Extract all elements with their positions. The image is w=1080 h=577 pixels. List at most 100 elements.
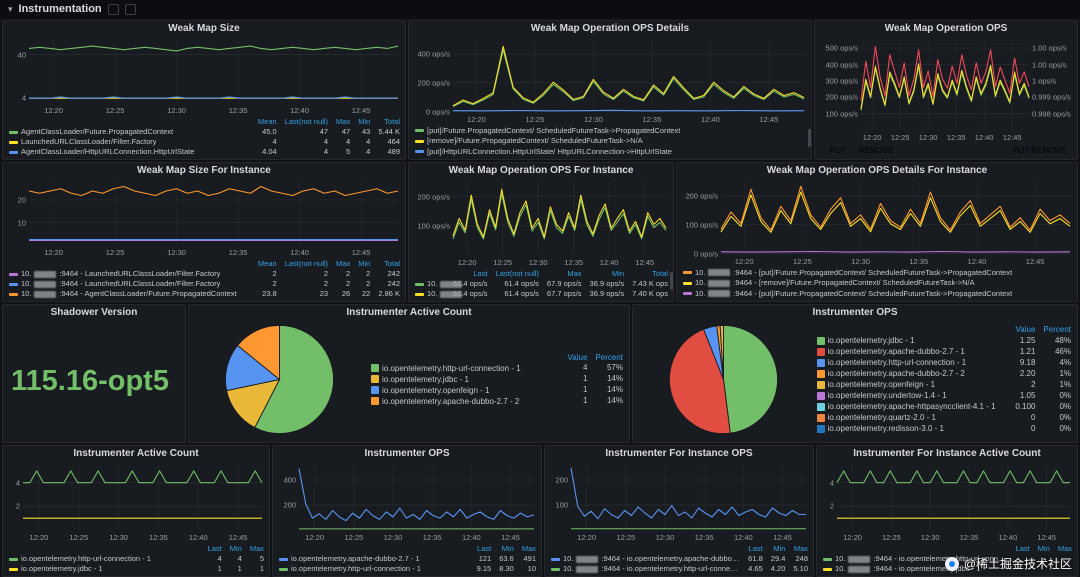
legend-item[interactable]: io.opentelemetry.http-url-connection - 1 <box>816 357 1008 368</box>
legend-item[interactable]: LaunchedURLClassLoader/Filter.Factory <box>9 137 250 147</box>
legend-column-header[interactable]: Min <box>612 269 625 278</box>
legend-item[interactable]: io.opentelemetry.openfeign - 1 <box>371 385 560 396</box>
legend-column-header[interactable]: Last(not null) <box>284 117 329 126</box>
legend-column-header[interactable]: Last <box>748 544 763 553</box>
legend-label: io.opentelemetry.apache-dubbo-2.7 - 2 <box>382 396 520 406</box>
legend-column-header[interactable]: Last <box>207 544 222 553</box>
panel-title[interactable]: Instrumenter OPS <box>812 307 898 318</box>
legend-item[interactable]: [put]/HttpURLConnection.HttpUrlState/ Ht… <box>415 147 806 158</box>
panel-title[interactable]: Weak Map Operation OPS Details <box>530 23 690 34</box>
legend-column-header[interactable]: Max <box>793 544 808 553</box>
axis-tick-label: 200 ops/s <box>417 192 450 202</box>
legend-label: io.opentelemetry.http-url-connection - 1 <box>827 358 967 367</box>
pie-slice[interactable] <box>669 328 732 435</box>
legend-item[interactable]: io.opentelemetry.http-url-connection - 1 <box>371 363 560 374</box>
chevron-down-icon[interactable]: ▾ <box>8 3 13 14</box>
legend-column-header[interactable]: Max <box>521 544 536 553</box>
panel-title[interactable]: Weak Map Operation OPS For Instance <box>448 165 634 176</box>
axis-tick-label: 400 <box>283 475 296 485</box>
legend-column-header[interactable]: Value <box>1015 325 1036 334</box>
pie-slice[interactable] <box>723 324 779 434</box>
legend-column-header[interactable]: Last <box>477 544 492 553</box>
legend-item[interactable]: 10.:9464 - LaunchedURLClassLoader/Filter… <box>9 279 250 289</box>
panel-title[interactable]: Instrumenter Active Count <box>346 307 472 318</box>
axis-tick-label: 12:40 <box>701 114 720 124</box>
legend-column-header[interactable]: Percent <box>1043 325 1071 334</box>
legend-item[interactable]: io.opentelemetry.jdbc - 1 <box>371 374 560 385</box>
legend-item[interactable]: [remove]/Future.PropagatedContext/ Sched… <box>415 136 806 147</box>
legend-item[interactable]: io.opentelemetry.quartz-2.0 - 1 <box>816 412 1008 423</box>
legend-item[interactable]: 10.:9464 put <box>415 279 463 289</box>
legend-item[interactable]: io.opentelemetry.apache-dubbo-2.7 - 2 <box>816 368 1008 379</box>
legend-column-header[interactable]: Mean <box>257 259 277 268</box>
panel-title[interactable]: Instrumenter Active Count <box>73 448 199 459</box>
legend-item[interactable]: io.opentelemetry.apache-httpasyncclient-… <box>816 401 1008 412</box>
pie-slice[interactable] <box>253 324 334 434</box>
legend-item[interactable]: 10.:9464 - io.opentelemetry.apache-dubbo… <box>551 554 740 564</box>
legend-column-header[interactable]: Min <box>358 259 371 268</box>
legend-item[interactable]: PUT <box>827 146 846 155</box>
grid-icon[interactable] <box>124 3 136 15</box>
legend-item[interactable]: io.opentelemetry.jdbc - 1 <box>816 335 1008 346</box>
legend-item[interactable]: [put]/Future.PropagatedContext/ Schedule… <box>415 126 806 137</box>
panel-title[interactable]: Weak Map Size <box>168 23 240 34</box>
row-title[interactable]: Instrumentation <box>18 3 102 15</box>
legend-column-header[interactable]: Mean <box>257 117 277 126</box>
legend-scrollbar[interactable] <box>808 128 811 147</box>
legend-column-header[interactable]: Max <box>1057 544 1072 553</box>
legend-column-header[interactable]: Min <box>358 117 371 126</box>
legend-column-header[interactable]: Max <box>336 117 351 126</box>
panel-title[interactable]: Shadower Version <box>50 307 138 318</box>
legend-item[interactable]: 10.:9464 - io.opentelemetry.http-url-con… <box>551 564 740 574</box>
panel-title[interactable]: Instrumenter OPS <box>364 448 450 459</box>
legend-item[interactable]: AgentClassLoader/HttpURLConnection.HttpU… <box>9 147 250 157</box>
legend-item[interactable]: io.opentelemetry.http-url-connection - 1 <box>279 564 469 574</box>
legend-column-header[interactable]: Value <box>567 352 588 362</box>
legend-column-header[interactable]: Min <box>501 544 514 553</box>
legend-item[interactable]: io.opentelemetry.apache-dubbo-2.7 - 2 <box>371 396 560 407</box>
legend-item[interactable]: io.opentelemetry.apache-dubbo-2.7 - 1 <box>279 554 469 564</box>
legend-item[interactable]: io.opentelemetry.http-url-connection - 1 <box>9 554 200 564</box>
legend-item[interactable]: 10.:9464 - [put]/Future.PropagatedContex… <box>683 268 1072 279</box>
legend-item[interactable]: io.opentelemetry.apache-dubbo-2.7 - 1 <box>816 346 1008 357</box>
legend-column-header[interactable]: Min <box>773 544 786 553</box>
legend-item[interactable]: 10.:9464 - AgentClassLoader/Future.Propa… <box>9 289 250 299</box>
legend-item[interactable]: 10.:9464 - [remove]/Future.PropagatedCon… <box>683 278 1072 289</box>
legend-item[interactable]: io.opentelemetry.openfeign - 1 <box>816 379 1008 390</box>
eye-icon[interactable] <box>107 3 119 15</box>
legend-column-header[interactable]: Last(not null) <box>495 269 539 278</box>
legend-column-header[interactable]: Min <box>229 544 242 553</box>
legend-scrollbar[interactable] <box>670 272 673 290</box>
panel-title[interactable]: Weak Map Size For Instance <box>137 165 271 176</box>
panel-title[interactable]: Weak Map Operation OPS <box>884 23 1008 34</box>
legend-column-header[interactable]: Last(not null) <box>284 259 329 268</box>
panel-title[interactable]: Weak Map Operation OPS Details For Insta… <box>766 165 988 176</box>
legend-item[interactable]: io.opentelemetry.jdbc - 1 <box>9 564 200 574</box>
pie-slice[interactable] <box>719 324 725 380</box>
legend-column-header[interactable]: Max <box>249 544 264 553</box>
legend-column-header[interactable]: Max <box>336 259 351 268</box>
panel-title[interactable]: Instrumenter For Instance Active Count <box>853 448 1041 459</box>
legend-item[interactable]: 10.:9464 remove <box>415 289 463 299</box>
pie-slice[interactable] <box>236 324 280 381</box>
series-color-icon <box>683 292 692 296</box>
legend-column-header[interactable]: Last <box>473 269 488 278</box>
legend-item[interactable]: 10.:9464 - io.opentelemetry.http-url-con… <box>823 554 1008 564</box>
legend-item[interactable]: io.opentelemetry.undertow-1.4 - 1 <box>816 390 1008 401</box>
legend-column-header[interactable]: Max <box>567 269 582 278</box>
legend-item[interactable]: 10.:9464 - LaunchedURLClassLoader/Filter… <box>9 269 250 279</box>
legend-item[interactable]: REMOVE <box>856 146 894 155</box>
legend-column-header[interactable]: Total <box>652 269 668 278</box>
legend-item[interactable]: 10.:9464 - [put]/Future.PropagatedContex… <box>683 289 1072 300</box>
legend-item[interactable]: 10.:9464 - io.opentelemetry.jdbc - 1 <box>823 564 1008 574</box>
legend-item[interactable]: PUT/REMOVE <box>1010 146 1066 155</box>
legend-column-header[interactable]: Total <box>384 117 400 126</box>
legend-column-header[interactable]: Last <box>1015 544 1030 553</box>
legend-column-header[interactable]: Min <box>1037 544 1050 553</box>
axis-tick-label: 12:25 <box>105 106 125 115</box>
legend-column-header[interactable]: Percent <box>595 352 623 362</box>
legend-item[interactable]: AgentClassLoader/Future.PropagatedContex… <box>9 127 250 137</box>
legend-item[interactable]: io.opentelemetry.redisson-3.0 - 1 <box>816 423 1008 434</box>
panel-title[interactable]: Instrumenter For Instance OPS <box>605 448 753 459</box>
legend-column-header[interactable]: Total <box>384 259 400 268</box>
